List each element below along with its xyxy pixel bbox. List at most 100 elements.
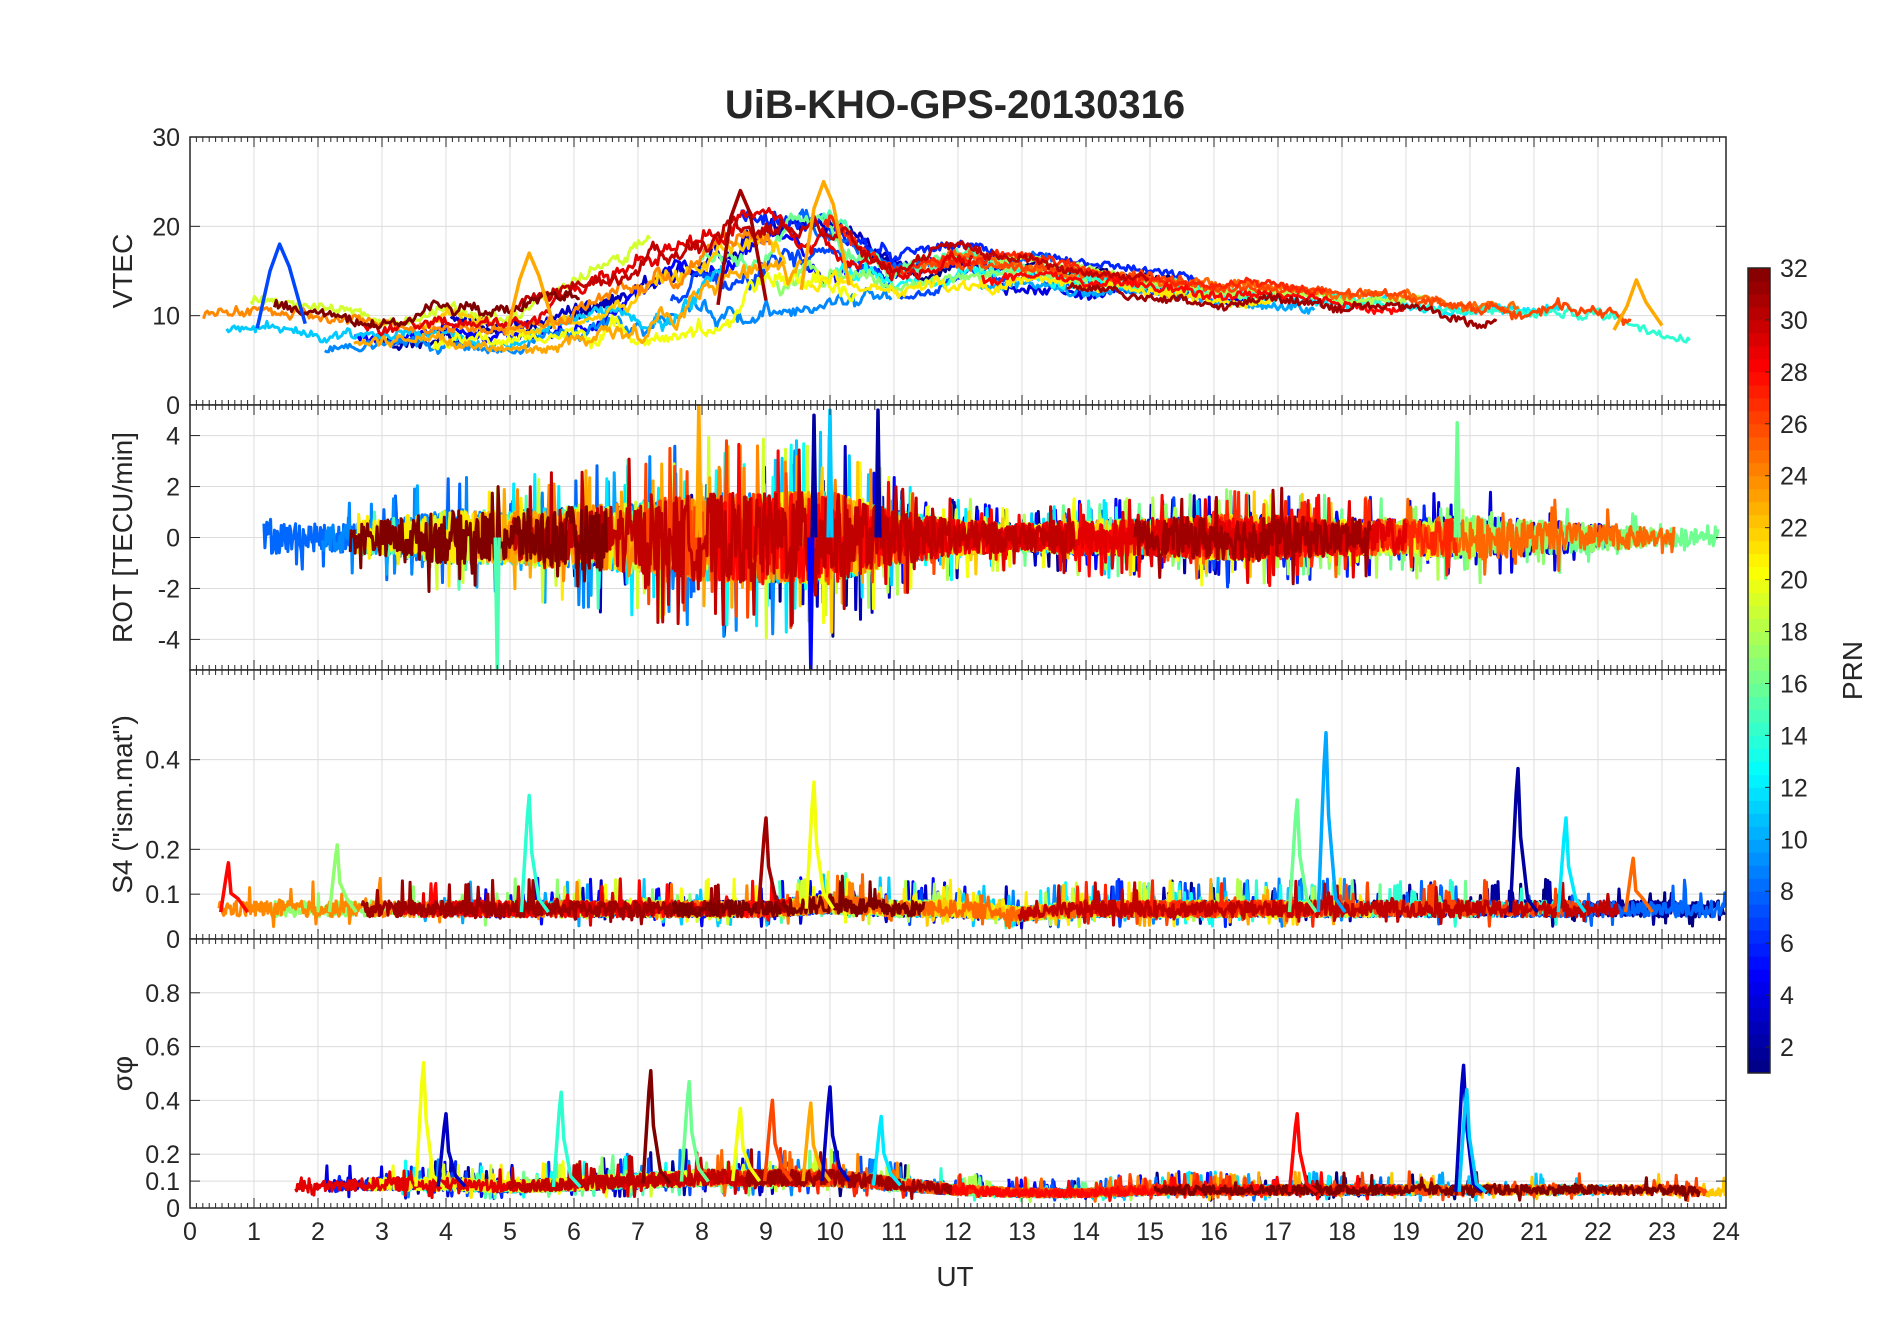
y-axis-label: S4 ("ism.mat") (107, 715, 138, 894)
colorbar-swatch (1748, 527, 1770, 542)
series-prn-21 (808, 269, 1277, 310)
x-tick-label: 23 (1648, 1218, 1676, 1246)
colorbar-swatch (1748, 800, 1770, 814)
series-prn-30 (517, 214, 1150, 309)
colorbar-tick-label: 8 (1780, 878, 1794, 906)
y-tick-labels: 0 10 20 30 (152, 124, 1726, 420)
y-tick-label: 2 (166, 474, 180, 502)
feature-12 (1457, 1087, 1488, 1194)
y-axis-label: σφ (107, 1056, 138, 1091)
colorbar-swatch (1748, 852, 1770, 866)
colorbar-swatch (1748, 345, 1770, 360)
colorbar-swatch (1748, 371, 1770, 386)
y-tick-label: 0.2 (145, 836, 180, 864)
colorbar-swatch (1748, 722, 1770, 736)
colorbar-tick-label: 2 (1780, 1034, 1794, 1062)
colorbar-swatch (1748, 475, 1770, 490)
feature-5 (807, 537, 815, 670)
feature-2 (551, 1090, 582, 1189)
y-tick-label: 0.4 (145, 1087, 180, 1115)
colorbar-swatch (1748, 423, 1770, 438)
colorbar-tick-label: 6 (1780, 930, 1794, 958)
colorbar-swatch (1748, 605, 1770, 620)
feature-0 (218, 861, 250, 914)
colorbar-swatch (1748, 462, 1770, 477)
colorbar-swatch (1748, 709, 1770, 723)
colorbar-swatch (1748, 904, 1770, 918)
colorbar-swatch (1748, 644, 1770, 659)
series-prn-32 (1153, 1171, 1701, 1202)
colorbar-swatch (1748, 865, 1770, 879)
colorbar-swatch (1748, 358, 1770, 373)
y-tick-label: 0.4 (145, 747, 180, 775)
feature-4 (679, 1079, 710, 1183)
colorbar-swatch (1748, 1034, 1770, 1048)
y-tick-label: -2 (158, 575, 180, 603)
x-tick-label: 14 (1072, 1218, 1100, 1246)
colorbar-swatch (1748, 748, 1770, 762)
x-tick-label: 22 (1584, 1218, 1612, 1246)
colorbar-tick-label: 32 (1780, 255, 1808, 283)
x-tick-label: 8 (695, 1218, 709, 1246)
colorbar-swatch (1748, 982, 1770, 996)
colorbar-tick-label: 16 (1780, 670, 1808, 698)
x-tick-label: 12 (944, 1218, 972, 1246)
series-traces (262, 405, 1720, 670)
y-tick-labels: 0 0.1 0.2 0.4 (145, 747, 1726, 954)
series-prn-23 (353, 259, 803, 354)
colorbar-tick-label: 18 (1780, 619, 1808, 647)
colorbar-swatch (1748, 774, 1770, 788)
feature-8 (1556, 816, 1587, 914)
colorbar-swatch (1748, 397, 1770, 412)
colorbar-swatch (1748, 930, 1770, 944)
colorbar-swatch (1748, 995, 1770, 1009)
colorbar-swatch (1748, 826, 1770, 840)
y-tick-label: 0.1 (145, 881, 180, 909)
colorbar-swatch (1748, 787, 1770, 801)
colorbar-tick-label: 22 (1780, 515, 1808, 543)
x-tick-label: 0 (183, 1218, 197, 1246)
x-tick-labels: 0 1 2 3 4 5 6 7 8 9 10 11 12 13 14 15 16 17 18 19 20 21 22 23 24 (183, 1218, 1740, 1246)
s4-panel: 0 0.1 0.2 0.4S4 ("ism.mat") (107, 669, 1727, 954)
vtec-panel: 0 10 20 30 VTEC (107, 124, 1727, 420)
colorbar-swatch (1748, 891, 1770, 905)
colorbar-tick-label: 24 (1780, 463, 1808, 491)
colorbar-swatch (1748, 956, 1770, 970)
colorbar-swatch (1748, 735, 1770, 749)
x-ticks (189, 405, 1727, 670)
y-tick-label: 0 (166, 1195, 180, 1223)
colorbar-swatch (1748, 1047, 1770, 1061)
series-traces (202, 179, 1691, 355)
feature-1 (436, 1112, 467, 1188)
feature-7 (1508, 766, 1539, 914)
series-prn-27 (822, 214, 1327, 297)
colorbar-swatch (1748, 553, 1770, 568)
feature-9 (871, 1114, 902, 1187)
colorbar-swatch (1748, 657, 1770, 671)
colorbar-tick-label: 10 (1780, 826, 1808, 854)
y-tick-label: 20 (152, 213, 180, 241)
colorbar-swatch (1748, 696, 1770, 710)
colorbar-swatch (1748, 449, 1770, 464)
x-tick-label: 1 (247, 1218, 261, 1246)
feature-6 (1453, 421, 1461, 538)
colorbar-swatch (1748, 306, 1770, 321)
feature-3 (799, 179, 851, 291)
feature-9 (1623, 856, 1654, 914)
x-tick-label: 13 (1008, 1218, 1036, 1246)
feature-4 (874, 408, 882, 538)
x-tick-label: 5 (503, 1218, 517, 1246)
colorbar-swatch (1748, 1021, 1770, 1035)
feature-0 (414, 1060, 445, 1188)
series-prn-32 (348, 485, 609, 593)
colorbar-label: PRN (1837, 641, 1868, 700)
x-tick-label: 11 (881, 1218, 907, 1246)
colorbar-swatch (1748, 592, 1770, 607)
colorbar-swatch (1748, 384, 1770, 399)
feature-0 (493, 537, 501, 670)
feature-5 (730, 1106, 762, 1183)
